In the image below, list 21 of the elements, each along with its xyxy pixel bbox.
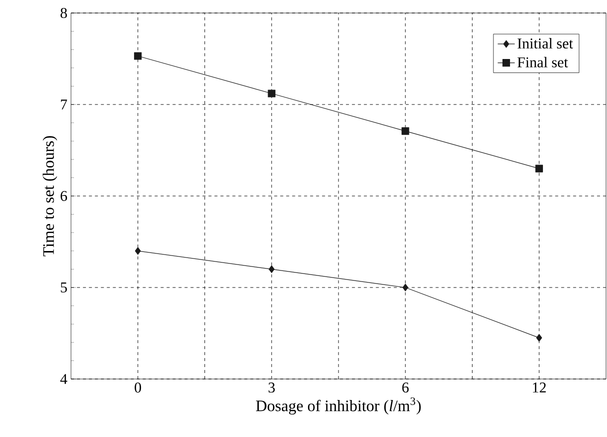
point [268,90,276,98]
x-tick-label: 3 [268,382,275,393]
y-tick-label: 8 [60,8,67,18]
point [536,334,542,342]
point [402,284,408,292]
point [402,127,410,135]
y-tick-label: 6 [60,190,68,202]
y-tick-label: 4 [60,374,68,384]
y-tick-label: 5 [60,282,67,292]
legend-label: Initial set [518,38,573,49]
point [134,247,141,255]
legend-label: Final set [517,56,568,68]
point [268,265,275,273]
x-tick-label: 6 [402,382,409,393]
y-tick-label: 7 [60,100,68,110]
point [134,52,142,60]
x-tick-label: 0 [134,382,142,393]
x-tick-label: 12 [532,382,546,392]
point [535,164,543,172]
x-axis-title: Dosage of inhibitor (l/m$^{3}$) [256,397,421,415]
y-axis-title: Time to set (hours) [42,136,58,256]
